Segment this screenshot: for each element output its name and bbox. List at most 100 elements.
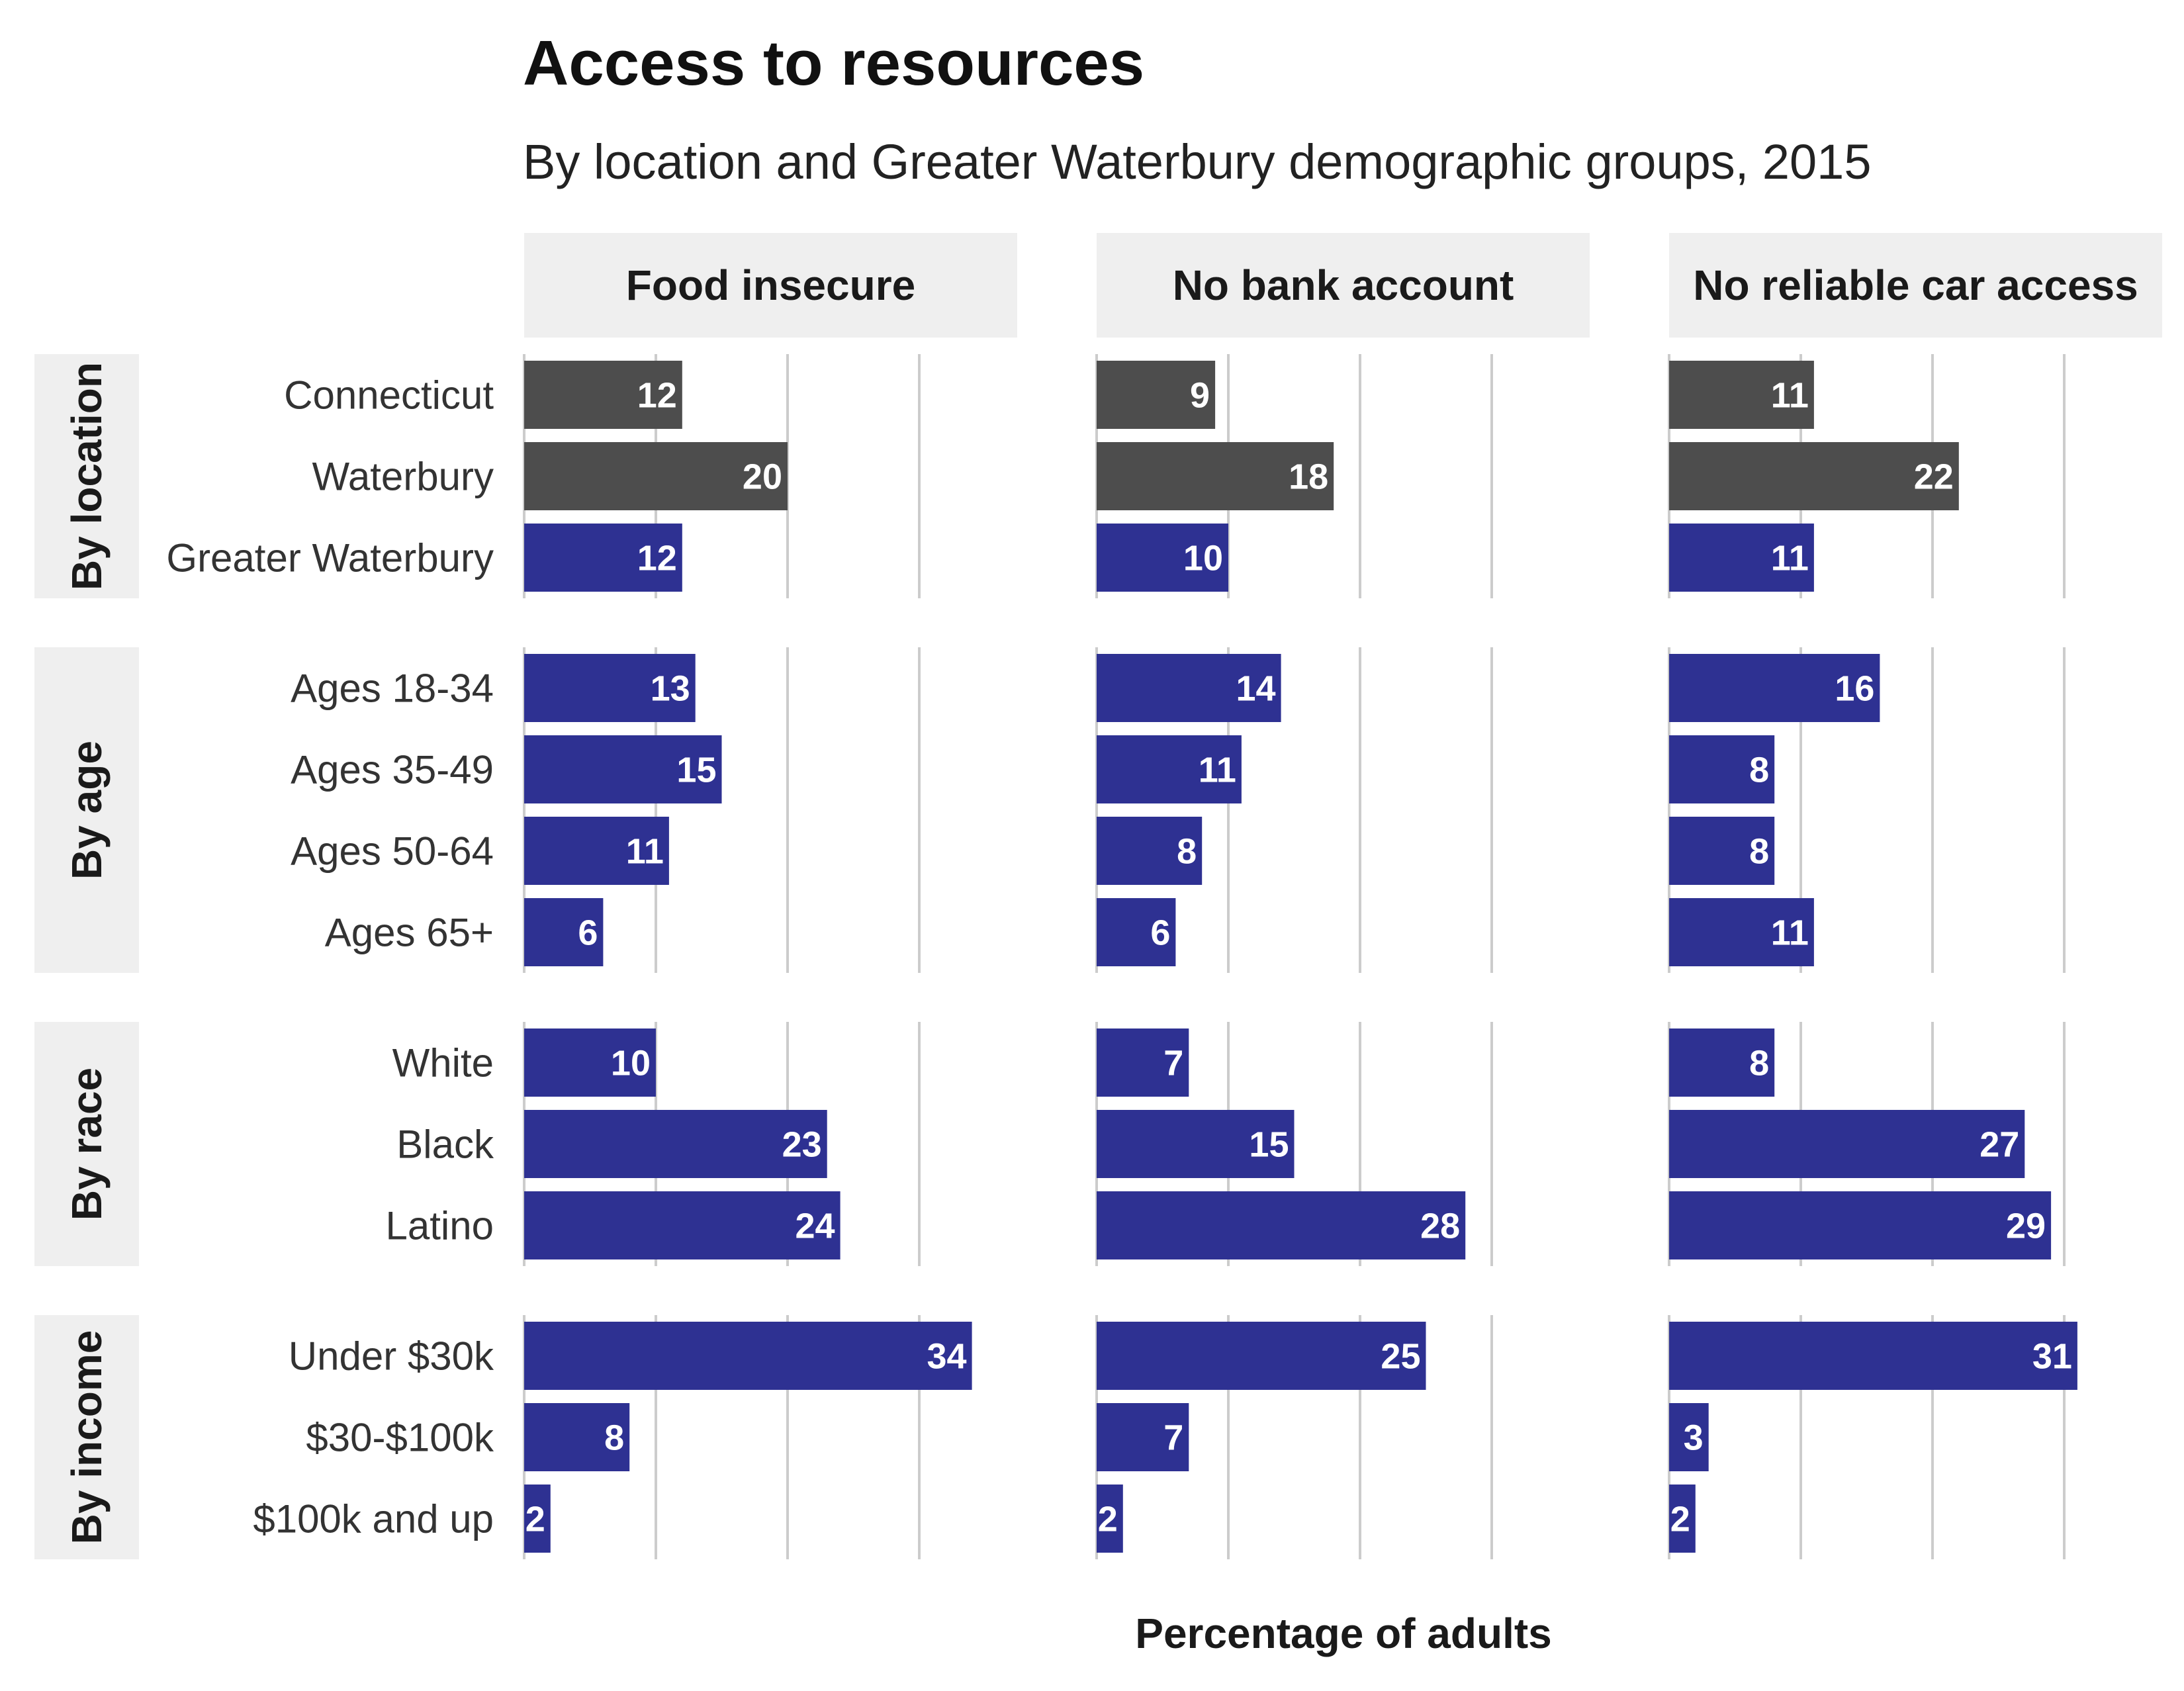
x-axis-label: Percentage of adults (1135, 1610, 1552, 1657)
bar-value-label: 8 (604, 1418, 624, 1458)
bar-value-label: 2 (1670, 1500, 1690, 1539)
bar-value-label: 15 (676, 751, 716, 790)
bar (524, 1322, 972, 1390)
row-label: Ages 18-34 (291, 666, 494, 711)
bar (1097, 524, 1228, 592)
bar (1669, 361, 1814, 429)
bar (1669, 654, 1880, 722)
bar-value-label: 20 (743, 457, 782, 497)
bar-value-label: 23 (782, 1125, 822, 1165)
bar-value-label: 3 (1684, 1418, 1704, 1458)
bar-value-label: 6 (1150, 913, 1170, 953)
bar-value-label: 13 (651, 669, 690, 709)
bar (1669, 524, 1814, 592)
bar (1669, 1322, 2077, 1390)
bar (1669, 1110, 2025, 1178)
bar-value-label: 29 (2006, 1207, 2046, 1246)
bar-value-label: 34 (927, 1337, 967, 1377)
row-label: Ages 65+ (325, 911, 494, 955)
bar (1097, 1403, 1189, 1471)
bar (1097, 898, 1176, 966)
row-strip-label: By location (63, 362, 111, 590)
row-label: White (392, 1041, 494, 1085)
bar-value-label: 31 (2032, 1337, 2072, 1377)
bar (524, 817, 669, 885)
bar-value-label: 8 (1749, 751, 1769, 790)
bar (1097, 1191, 1466, 1259)
row-label: $100k and up (253, 1497, 494, 1541)
bar-value-label: 7 (1163, 1044, 1183, 1083)
bar (1097, 1485, 1123, 1553)
bar (524, 898, 604, 966)
bar-value-label: 2 (525, 1500, 545, 1539)
bar-value-label: 14 (1236, 669, 1276, 709)
bar-value-label: 8 (1177, 832, 1197, 872)
bar-value-label: 10 (611, 1044, 651, 1083)
bar-value-label: 11 (1771, 913, 1809, 953)
row-strip (34, 1315, 139, 1559)
row-label: Under $30k (289, 1334, 494, 1379)
bar-value-label: 7 (1163, 1418, 1183, 1458)
row-label: Greater Waterbury (166, 536, 494, 580)
bar (524, 735, 722, 803)
bar (524, 1110, 827, 1178)
bar-value-label: 12 (637, 376, 677, 416)
bar (1669, 817, 1775, 885)
bar (1097, 654, 1281, 722)
row-strip (34, 647, 139, 973)
bar (1669, 442, 1959, 510)
bar (1097, 361, 1216, 429)
column-strip (1669, 233, 2162, 338)
bar-value-label: 9 (1190, 376, 1210, 416)
plot-area: Food insecure No bank account No reliable … (34, 233, 2162, 1559)
bar (1669, 898, 1814, 966)
bar (1097, 817, 1203, 885)
row-label: Connecticut (284, 373, 494, 418)
column-strip-label: Food insecure (626, 261, 915, 309)
bar-value-label: 15 (1249, 1125, 1289, 1165)
bar-value-label: 11 (1771, 376, 1809, 416)
bar (1097, 1110, 1295, 1178)
bar-value-label: 6 (578, 913, 598, 953)
bar (524, 361, 682, 429)
row-label: Waterbury (312, 455, 494, 499)
bar (1669, 1485, 1696, 1553)
bar (1097, 442, 1334, 510)
bar-value-label: 18 (1289, 457, 1328, 497)
column-strip (524, 233, 1017, 338)
row-strip-label: By race (63, 1068, 111, 1220)
column-strip-label: No reliable car access (1693, 261, 2138, 309)
bar (524, 1028, 656, 1097)
row-strip (34, 1022, 139, 1266)
bar (524, 442, 788, 510)
row-label: Latino (386, 1204, 494, 1248)
bar (524, 1403, 630, 1471)
bar-value-label: 22 (1914, 457, 1954, 497)
bar-value-label: 25 (1381, 1337, 1420, 1377)
bar-value-label: 8 (1749, 1044, 1769, 1083)
row-strip-label: By income (63, 1330, 111, 1545)
bar (524, 1485, 551, 1553)
bar (524, 1191, 841, 1259)
bar (1669, 1191, 2052, 1259)
bar-value-label: 11 (1199, 751, 1236, 790)
column-strip-label: No bank account (1173, 261, 1514, 309)
bar-value-label: 24 (796, 1207, 835, 1246)
bar-value-label: 11 (1771, 539, 1809, 578)
bar-value-label: 27 (1979, 1125, 2019, 1165)
bar (1669, 1028, 1775, 1097)
row-strip (34, 354, 139, 598)
row-strip-label: By age (63, 741, 111, 880)
bar-value-label: 8 (1749, 832, 1769, 872)
bar (524, 524, 682, 592)
bar (1097, 1028, 1189, 1097)
chart-title: Access to resources (523, 28, 1144, 99)
bar-value-label: 16 (1835, 669, 1874, 709)
bar (1097, 1322, 1426, 1390)
bar-value-label: 2 (1098, 1500, 1118, 1539)
row-label: Ages 35-49 (291, 748, 494, 792)
bar-value-label: 10 (1183, 539, 1223, 578)
row-label: Black (396, 1122, 494, 1167)
